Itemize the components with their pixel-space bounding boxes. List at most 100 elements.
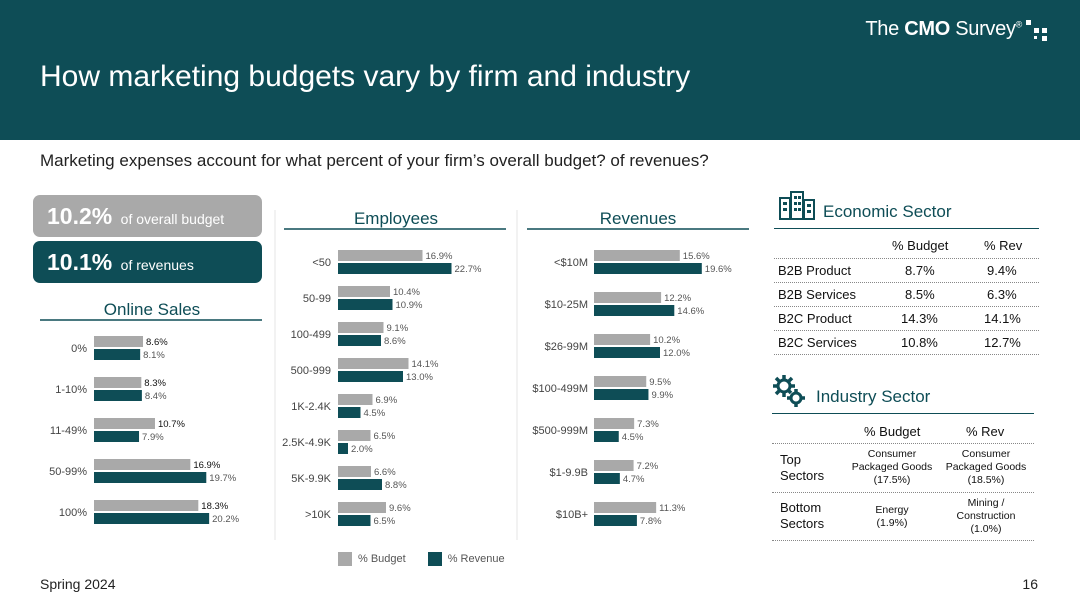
revenue-bar <box>338 263 452 274</box>
industry-top-rev-3: (18.5%) <box>967 474 1005 486</box>
category-label: 2.5K-4.9K <box>282 437 332 449</box>
revenue-bar <box>94 349 141 360</box>
revenue-bar <box>338 371 403 382</box>
budget-bar <box>338 394 373 405</box>
budget-value-label: 12.2% <box>664 293 691 304</box>
category-label: 100-499 <box>291 329 331 341</box>
revenue-bar <box>594 389 649 400</box>
budget-bar <box>594 418 635 429</box>
revenue-value-label: 4.5% <box>622 432 644 443</box>
budget-bar <box>594 334 651 345</box>
industry-top-label-1: Top <box>780 452 801 467</box>
economic-row-label: B2B Services <box>778 287 857 302</box>
legend-revenue-swatch <box>427 552 442 566</box>
revenue-value-label: 19.7% <box>209 473 236 484</box>
revenue-value-label: 10.9% <box>396 300 423 311</box>
category-label: 100% <box>59 507 87 519</box>
budget-bar <box>338 466 371 477</box>
economic-row-rev: 9.4% <box>987 263 1017 278</box>
industry-top-label: Top Sectors <box>780 452 824 484</box>
divider <box>774 306 1039 307</box>
divider <box>774 330 1039 331</box>
economic-row-label: B2C Product <box>778 311 852 326</box>
category-label: $26-99M <box>545 341 588 353</box>
budget-value-label: 8.3% <box>144 378 166 389</box>
industry-top-rev-2: Packaged Goods <box>945 461 1027 473</box>
revenue-value-label: 14.6% <box>677 306 704 317</box>
category-label: >10K <box>305 509 332 521</box>
industry-bottom-budget-1: Energy <box>875 504 909 516</box>
gears-icon <box>773 375 805 407</box>
footer-season: Spring 2024 <box>40 576 116 592</box>
budget-value-label: 6.6% <box>374 467 396 478</box>
divider <box>774 282 1039 283</box>
budget-value-label: 15.6% <box>683 251 710 262</box>
legend-revenue-label: % Revenue <box>447 553 505 565</box>
industry-top-budget-1: Consumer <box>867 448 917 460</box>
industry-top-budget-3: (17.5%) <box>873 474 911 486</box>
economic-row-rev: 6.3% <box>987 287 1017 302</box>
economic-row-rev: 14.1% <box>984 311 1021 326</box>
budget-value-label: 7.2% <box>637 461 659 472</box>
brand-prefix: The <box>865 18 905 40</box>
revenue-value-label: 8.6% <box>384 336 406 347</box>
divider <box>772 540 1034 541</box>
brand-logo: The CMO Survey® <box>865 18 1022 41</box>
budget-bar <box>594 460 634 471</box>
category-label: 50-99% <box>49 466 87 478</box>
economic-col-rev: % Rev <box>984 238 1023 253</box>
economic-sector-title: Economic Sector <box>823 202 952 221</box>
brand-dots-icon <box>1026 20 1054 44</box>
revenue-bar <box>594 515 637 526</box>
buildings-icon <box>779 191 815 220</box>
budget-bar <box>338 358 409 369</box>
budget-bar <box>338 286 390 297</box>
industry-col-budget: % Budget <box>864 424 921 439</box>
revenue-value-label: 4.5% <box>364 408 386 419</box>
industry-sector-title: Industry Sector <box>816 387 931 406</box>
revenue-bar <box>338 479 382 490</box>
revenue-value-label: 20.2% <box>212 514 239 525</box>
revenue-bar <box>338 299 393 310</box>
industry-top-rev-1: Consumer <box>961 448 1011 460</box>
overall-revenue-value: 10.1% <box>47 249 113 275</box>
category-label: $10-25M <box>545 299 588 311</box>
budget-value-label: 7.3% <box>637 419 659 430</box>
budget-value-label: 8.6% <box>146 337 168 348</box>
industry-top-budget-2: Packaged Goods <box>851 461 933 473</box>
industry-top-budget: Consumer Packaged Goods (17.5%) <box>846 448 938 487</box>
budget-value-label: 18.3% <box>201 501 228 512</box>
economic-top-rule <box>774 228 1039 229</box>
budget-value-label: 10.2% <box>653 335 680 346</box>
revenue-bar <box>338 407 361 418</box>
chart-title: Online Sales <box>104 300 200 319</box>
revenue-bar <box>594 263 702 274</box>
divider <box>774 258 1039 259</box>
revenue-bar <box>594 305 675 316</box>
budget-bar <box>338 322 384 333</box>
industry-bottom-rev-3: (1.0%) <box>970 523 1002 535</box>
divider <box>774 354 1039 355</box>
category-label: 1K-2.4K <box>291 401 331 413</box>
industry-bottom-label: Bottom Sectors <box>780 500 824 532</box>
chart-legend: % Budget % Revenue <box>338 552 527 566</box>
budget-bar <box>94 377 142 388</box>
industry-bottom-label-1: Bottom <box>780 500 822 515</box>
revenue-bar <box>338 335 381 346</box>
budget-value-label: 10.4% <box>393 287 420 298</box>
budget-bar <box>338 430 371 441</box>
revenue-bar <box>94 431 140 442</box>
revenue-value-label: 8.4% <box>145 391 167 402</box>
revenue-bar <box>594 347 660 358</box>
industry-bottom-rev: Mining / Construction (1.0%) <box>940 497 1032 536</box>
economic-row-label: B2C Services <box>778 335 857 350</box>
divider <box>772 443 1034 444</box>
revenue-value-label: 22.7% <box>455 264 482 275</box>
divider <box>772 492 1034 493</box>
revenue-bar <box>594 473 620 484</box>
revenue-bar <box>594 431 619 442</box>
budget-value-label: 9.5% <box>649 377 671 388</box>
revenue-value-label: 19.6% <box>705 264 732 275</box>
budget-value-label: 9.6% <box>389 503 411 514</box>
budget-bar <box>338 250 423 261</box>
